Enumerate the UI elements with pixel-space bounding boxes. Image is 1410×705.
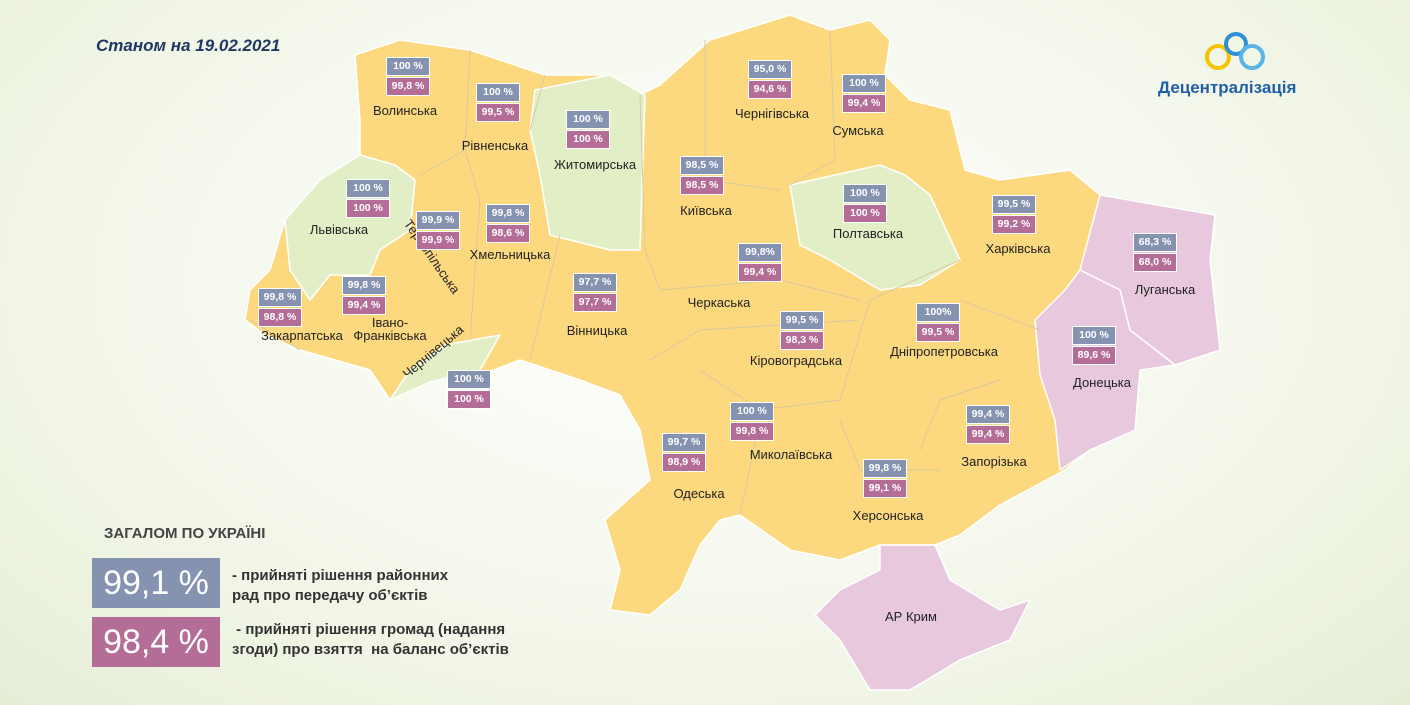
community-share: 89,6 % [1072, 346, 1116, 365]
region-name: Сумська [832, 123, 884, 138]
region-name: Вінницька [566, 323, 628, 338]
community-share: 100 % [566, 130, 610, 149]
date: Станом на 19.02.2021 [96, 36, 281, 55]
district-share: 99,8% [738, 243, 782, 262]
district-share: 100% [916, 303, 960, 322]
region-name: Миколаївська [749, 447, 833, 462]
community-share: 98,3 % [780, 331, 824, 350]
region-name: Дніпропетровська [890, 344, 998, 359]
region-name: Хмельницька [469, 247, 551, 262]
community-share: 100 % [346, 199, 390, 218]
logo-icon [1205, 32, 1265, 70]
region-name: Луганська [1134, 282, 1196, 297]
summary-text: - прийняті рішення громад (надання згоди… [232, 621, 509, 658]
district-share: 68,3 % [1133, 233, 1177, 252]
community-share: 99,8 % [386, 77, 430, 96]
community-share: 99,1 % [863, 479, 907, 498]
region-name: Рівненська [461, 138, 529, 153]
district-share: 99,8 % [342, 276, 386, 295]
summary-value: 99,1 % [92, 558, 220, 608]
region-name: Львівська [309, 222, 369, 237]
community-share: 94,6 % [748, 80, 792, 99]
district-share: 99,5 % [780, 311, 824, 330]
region-name: АР Крим [885, 609, 937, 624]
community-share: 99,4 % [342, 296, 386, 315]
crimea-region [814, 544, 1031, 691]
zhytomyr-region [529, 74, 646, 251]
region-name: Донецька [1072, 375, 1132, 390]
region-name: Закарпатська [261, 328, 343, 343]
community-share: 98,6 % [486, 224, 530, 243]
district-share: 99,9 % [416, 211, 460, 230]
district-share: 100 % [476, 83, 520, 102]
region-name: Житомирська [553, 157, 637, 172]
summary-title: ЗАГАЛОМ ПО УКРАЇНІ [104, 525, 266, 542]
district-share: 100 % [1072, 326, 1116, 345]
district-share: 97,7 % [573, 273, 617, 292]
region-name: Полтавська [832, 226, 904, 241]
community-share: 99,5 % [476, 103, 520, 122]
community-share: 99,4 % [842, 94, 886, 113]
community-share: 99,2 % [992, 215, 1036, 234]
district-share: 99,8 % [863, 459, 907, 478]
district-share: 100 % [386, 57, 430, 76]
community-share: 68,0 % [1133, 253, 1177, 272]
district-share: 100 % [843, 184, 887, 203]
region-name: Київська [680, 203, 732, 218]
poltava-region [789, 164, 961, 291]
community-share: 99,9 % [416, 231, 460, 250]
community-share: 98,5 % [680, 176, 724, 195]
summary-value: 98,4 % [92, 617, 220, 667]
logo-text: Децентралізація [1158, 78, 1297, 97]
community-share: 100 % [843, 204, 887, 223]
region-name: Кіровоградська [749, 353, 843, 368]
community-share: 97,7 % [573, 293, 617, 312]
district-share: 99,5 % [992, 195, 1036, 214]
region-name: Черкаська [687, 295, 751, 310]
community-share: 98,8 % [258, 308, 302, 327]
region-name: Чернігівська [734, 106, 810, 121]
community-share: 98,9 % [662, 453, 706, 472]
region-name: Харківська [985, 241, 1051, 256]
community-share: 99,4 % [738, 263, 782, 282]
chernivtsi-region [389, 334, 501, 401]
community-share: 99,5 % [916, 323, 960, 342]
summary-text: - прийняті рішення районних рад про пере… [232, 567, 449, 604]
district-share: 100 % [447, 370, 491, 389]
district-share: 100 % [842, 74, 886, 93]
region-name: Херсонська [852, 508, 924, 523]
community-share: 100 % [447, 390, 491, 409]
region-name: Волинська [372, 103, 438, 118]
region-name: Одеська [673, 486, 725, 501]
district-share: 99,8 % [486, 204, 530, 223]
region-name: Івано- Франківська [353, 315, 427, 343]
donetsk-region [1034, 269, 1176, 471]
district-share: 98,5 % [680, 156, 724, 175]
district-share: 100 % [730, 402, 774, 421]
district-share: 99,7 % [662, 433, 706, 452]
district-share: 99,4 % [966, 405, 1010, 424]
community-share: 99,4 % [966, 425, 1010, 444]
district-share: 100 % [346, 179, 390, 198]
district-share: 100 % [566, 110, 610, 129]
district-share: 99,8 % [258, 288, 302, 307]
district-share: 95,0 % [748, 60, 792, 79]
region-name: Запорізька [961, 454, 1027, 469]
community-share: 99,8 % [730, 422, 774, 441]
